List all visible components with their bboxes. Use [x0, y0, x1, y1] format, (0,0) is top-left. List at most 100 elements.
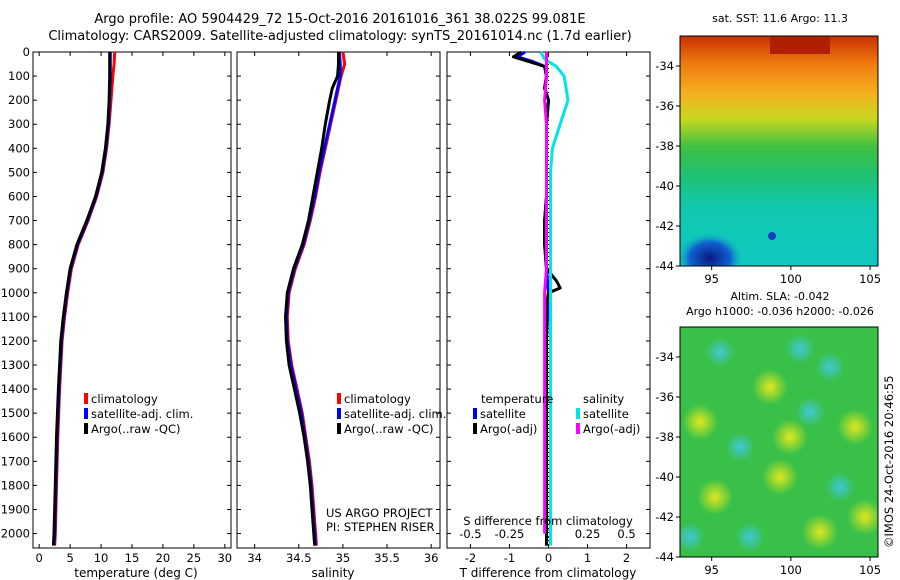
series-salinity-argo-raw-qc-	[284, 52, 340, 546]
sla-low-blob	[725, 432, 755, 462]
series-salinity-climatology	[285, 51, 347, 546]
sst_map-lat-label: -42	[655, 219, 674, 233]
temperature-xtick-label: 5	[66, 551, 73, 565]
sla_map-lat-label: -36	[655, 390, 674, 404]
sst-warm-patch	[770, 36, 830, 54]
depth-tick-label: 100	[8, 69, 30, 83]
sla-low-blob	[795, 397, 825, 427]
sst_map-lat-label: -34	[655, 59, 674, 73]
sla_map-lat-label: -38	[655, 430, 674, 444]
difference-top-tick-label: -0.25	[495, 527, 525, 541]
sst_map-lat-label: -40	[655, 179, 674, 193]
depth-tick-label: 0	[23, 45, 30, 59]
sla-low-blob	[705, 337, 735, 367]
temperature-xtick-label: 20	[156, 551, 171, 565]
sla_map-lat-label: -42	[655, 510, 674, 524]
temperature-xtick-label: 15	[125, 551, 140, 565]
sla-high-blob	[837, 409, 873, 445]
depth-tick-label: 1600	[1, 430, 30, 444]
sla-map-title-line2: Argo h1000: -0.036 h2000: -0.026	[686, 305, 874, 318]
difference-top-tick-label: 0	[545, 527, 552, 541]
figure-title-line1: Argo profile: AO 5904429_72 15-Oct-2016 …	[94, 12, 586, 27]
sla-high-blob	[682, 404, 718, 440]
temperature-xtick-label: 25	[187, 551, 202, 565]
sla-low-blob	[785, 334, 815, 364]
sst-field	[680, 36, 878, 266]
depth-tick-label: 1800	[1, 478, 30, 492]
depth-tick-label: 900	[8, 262, 30, 276]
series-difference-s-satellite	[539, 51, 570, 546]
sla-low-blob	[815, 352, 845, 382]
panel-salinity: 34 34.5 35 35.5 36	[236, 51, 441, 565]
difference-xtick-label: 2	[623, 551, 630, 565]
sla-map-title-line1: Altim. SLA: -0.042	[730, 290, 830, 303]
salinity-xtick-label: 34.5	[286, 551, 312, 565]
difference-xtick-label: -1	[504, 551, 515, 565]
sla-high-blob	[802, 514, 838, 550]
panel-temperature: 0100200300400500600700800900100011001200…	[1, 45, 232, 565]
panel-difference: -2 -0.5 -1 -0.25 0 0 1 0.25 2 0.5	[446, 50, 651, 565]
salinity-xtick-label: 35.5	[374, 551, 400, 565]
temperature-xtick-label: 10	[94, 551, 109, 565]
depth-tick-label: 700	[8, 214, 30, 228]
sst_map-lat-label: -44	[655, 259, 674, 273]
depth-tick-label: 1200	[1, 334, 30, 348]
depth-tick-label: 1300	[1, 358, 30, 372]
sla_map-lat-label: -44	[655, 550, 674, 564]
difference-xtick-label: -2	[465, 551, 476, 565]
depth-tick-label: 2000	[1, 527, 30, 541]
depth-tick-label: 800	[8, 238, 30, 252]
salinity-xtick-label: 35	[336, 551, 351, 565]
depth-tick-label: 1700	[1, 454, 30, 468]
map-sla_map: -34 -36 -38 -40 -42 -44 95 100 105	[655, 326, 881, 577]
sla_map-lon-label: 105	[859, 563, 881, 577]
depth-tick-label: 400	[8, 141, 30, 155]
depth-tick-label: 300	[8, 117, 30, 131]
sla-high-blob	[752, 369, 788, 405]
depth-tick-label: 1900	[1, 502, 30, 516]
sst-map-title: sat. SST: 11.6 Argo: 11.3	[712, 12, 848, 25]
depth-tick-label: 1500	[1, 406, 30, 420]
salinity-xtick-label: 36	[424, 551, 439, 565]
depth-tick-label: 1400	[1, 382, 30, 396]
sst_map-field	[680, 36, 878, 266]
temperature-frame	[32, 51, 232, 549]
sla-high-blob	[762, 459, 798, 495]
salinity-frame	[236, 51, 441, 549]
sst-cold-spot	[768, 232, 776, 240]
salinity-xtick-label: 34	[247, 551, 262, 565]
series-temperature-satellite-adj-clim-	[52, 52, 112, 546]
sla_map-lon-label: 95	[704, 563, 719, 577]
difference-top-tick-label: 0.5	[617, 527, 635, 541]
sst_map-lat-label: -38	[655, 139, 674, 153]
sst_map-lon-label: 100	[780, 272, 802, 286]
sla-high-blob	[847, 499, 878, 535]
series-difference-s-argo-adj-	[543, 52, 548, 534]
sla-low-blob	[680, 522, 705, 552]
depth-tick-label: 1000	[1, 286, 30, 300]
series-salinity-satellite-adj-clim-	[284, 51, 342, 546]
depth-tick-label: 500	[8, 165, 30, 179]
sla_map-lat-label: -34	[655, 350, 674, 364]
sla-high-blob	[697, 479, 733, 515]
sla-low-blob	[735, 522, 765, 552]
sla_map-lat-label: -40	[655, 470, 674, 484]
depth-tick-label: 600	[8, 189, 30, 203]
temperature-xtick-label: 0	[36, 551, 43, 565]
sla-high-blob	[772, 419, 808, 455]
sst-cold-eddy	[680, 232, 744, 266]
figure-title-line2: Climatology: CARS2009. Satellite-adjuste…	[48, 29, 632, 44]
depth-tick-label: 1100	[1, 310, 30, 324]
series-temperature-climatology	[53, 51, 117, 546]
sst_map-frame	[679, 35, 879, 267]
series-temperature-argo-raw-qc-	[51, 52, 112, 546]
series-difference-t-argo-adj-	[511, 50, 562, 546]
difference-xtick-label: 1	[584, 551, 591, 565]
difference-top-tick-label: 0.25	[575, 527, 601, 541]
difference-xtick-label: 0	[545, 551, 552, 565]
map-sst_map: -34 -36 -38 -40 -42 -44 95 100 105	[655, 35, 881, 286]
sla_map-field	[680, 327, 878, 557]
difference-top-tick-label: -0.5	[459, 527, 481, 541]
sst_map-lon-label: 105	[859, 272, 881, 286]
